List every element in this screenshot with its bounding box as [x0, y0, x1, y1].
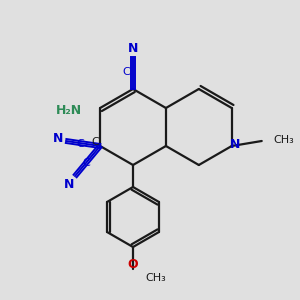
- Text: C: C: [122, 67, 130, 77]
- Text: CH₃: CH₃: [274, 135, 295, 145]
- Text: C: C: [82, 158, 90, 168]
- Text: N: N: [230, 137, 240, 151]
- Text: H₂N: H₂N: [56, 103, 82, 116]
- Text: N: N: [53, 133, 63, 146]
- Text: N: N: [64, 178, 74, 191]
- Text: O: O: [128, 258, 138, 271]
- Text: CH₃: CH₃: [145, 273, 166, 283]
- Text: C: C: [91, 137, 99, 147]
- Text: C: C: [76, 139, 84, 149]
- Text: N: N: [128, 41, 138, 55]
